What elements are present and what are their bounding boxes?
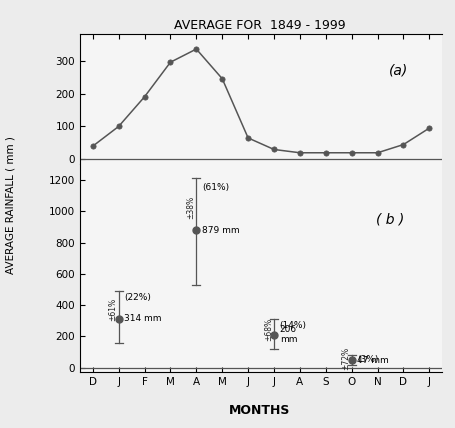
Text: (3%): (3%) — [357, 355, 378, 364]
Text: 206: 206 — [279, 325, 296, 334]
Text: (22%): (22%) — [124, 293, 151, 302]
Text: AVERAGE FOR  1849 - 1999: AVERAGE FOR 1849 - 1999 — [174, 19, 345, 32]
Text: 879 mm: 879 mm — [202, 226, 239, 235]
Text: ±68%: ±68% — [263, 318, 272, 341]
Text: MONTHS: MONTHS — [229, 404, 290, 417]
Text: (a): (a) — [388, 63, 407, 77]
Text: ±61%: ±61% — [108, 298, 117, 321]
Text: ±38%: ±38% — [186, 196, 195, 219]
Text: 47 mm: 47 mm — [357, 356, 388, 365]
Text: mm: mm — [279, 335, 297, 344]
Text: AVERAGE RAINFALL ( mm ): AVERAGE RAINFALL ( mm ) — [5, 137, 15, 274]
Text: 314 mm: 314 mm — [124, 314, 162, 323]
Text: (61%): (61%) — [202, 183, 229, 192]
Text: (14%): (14%) — [279, 321, 306, 330]
Text: ( b ): ( b ) — [375, 212, 404, 226]
Text: ±72%: ±72% — [341, 347, 350, 370]
